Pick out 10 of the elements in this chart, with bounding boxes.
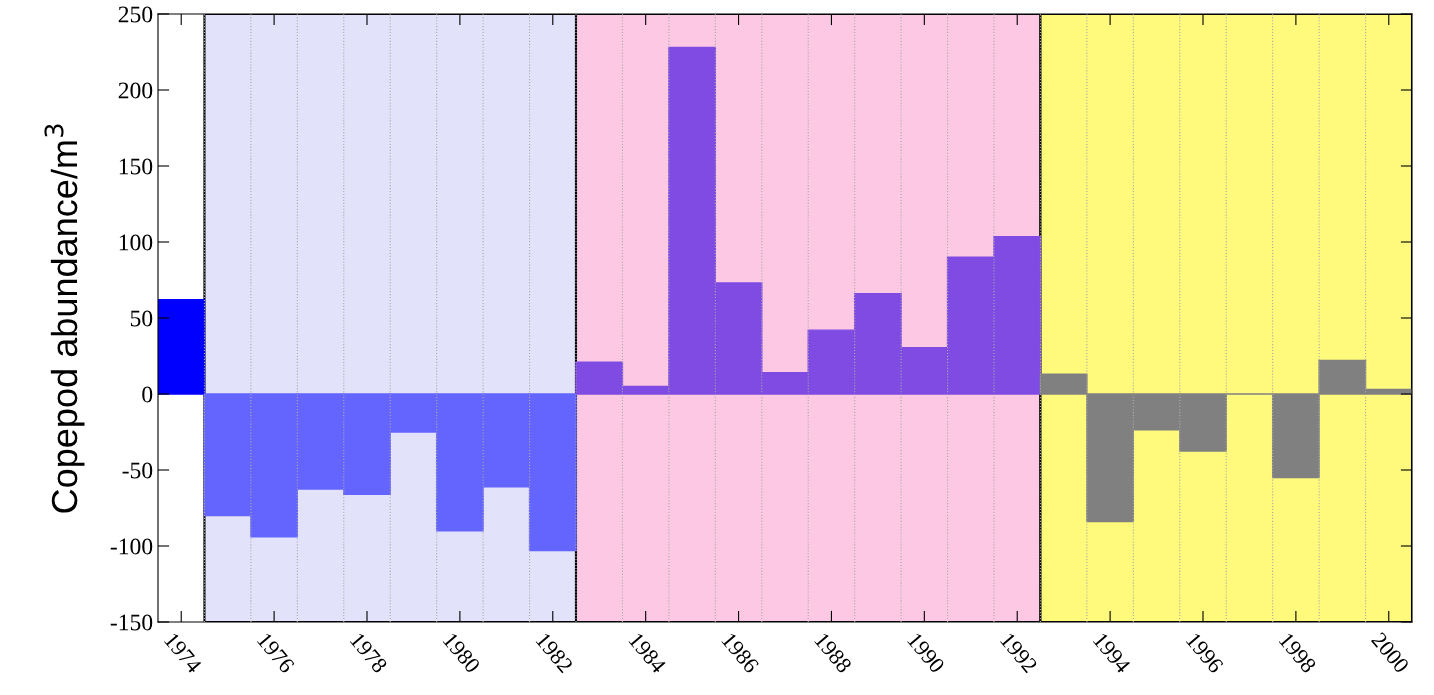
y-tick-label: 0	[142, 386, 153, 403]
y-tick-label: -100	[110, 538, 153, 555]
y-tick-label: -50	[122, 462, 153, 479]
y-tick-label: -150	[110, 614, 153, 631]
y-tick-label: 150	[119, 158, 153, 175]
y-axis-title: Copepod abundance/m$^{3}$	[44, 124, 85, 513]
y-tick-label: 250	[118, 6, 153, 23]
y-tick-label: 50	[130, 310, 153, 327]
y-tick-label: 200	[118, 82, 153, 99]
y-tick-label: 100	[119, 234, 153, 251]
